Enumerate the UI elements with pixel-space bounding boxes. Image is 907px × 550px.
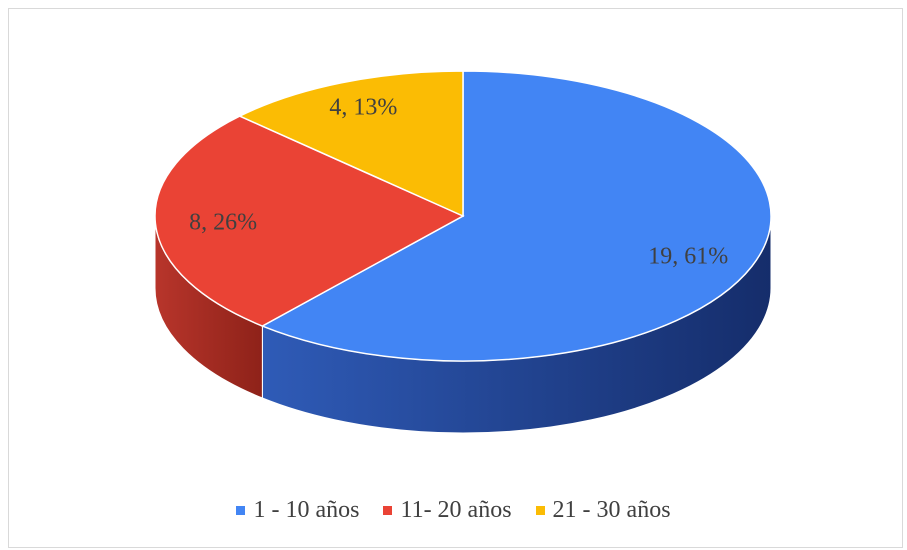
legend-label: 21 - 30 años — [552, 497, 671, 523]
legend-label: 1 - 10 años — [253, 497, 360, 523]
pie-tops — [154, 70, 772, 362]
pie-chart: 19, 61% 8, 26% 4, 13% — [154, 70, 772, 434]
legend-swatch-2 — [535, 506, 545, 515]
legend-item: 21 - 30 años — [535, 497, 671, 524]
legend-item: 11- 20 años — [383, 497, 512, 524]
legend-item: 1 - 10 años — [236, 497, 359, 524]
data-label: 19, 61% — [648, 243, 728, 269]
legend-swatch-1 — [383, 506, 393, 515]
pie-labels: 19, 61% 8, 26% 4, 13% — [189, 95, 728, 270]
legend-label: 11- 20 años — [400, 497, 512, 523]
legend-swatch-0 — [236, 506, 246, 515]
legend: 1 - 10 años 11- 20 años 21 - 30 años — [0, 497, 907, 524]
pie-slice-2 — [238, 70, 464, 218]
data-label: 4, 13% — [329, 95, 397, 121]
pie-slice-1 — [154, 115, 465, 327]
data-label: 8, 26% — [189, 210, 257, 236]
pie-slice-0 — [260, 70, 772, 362]
